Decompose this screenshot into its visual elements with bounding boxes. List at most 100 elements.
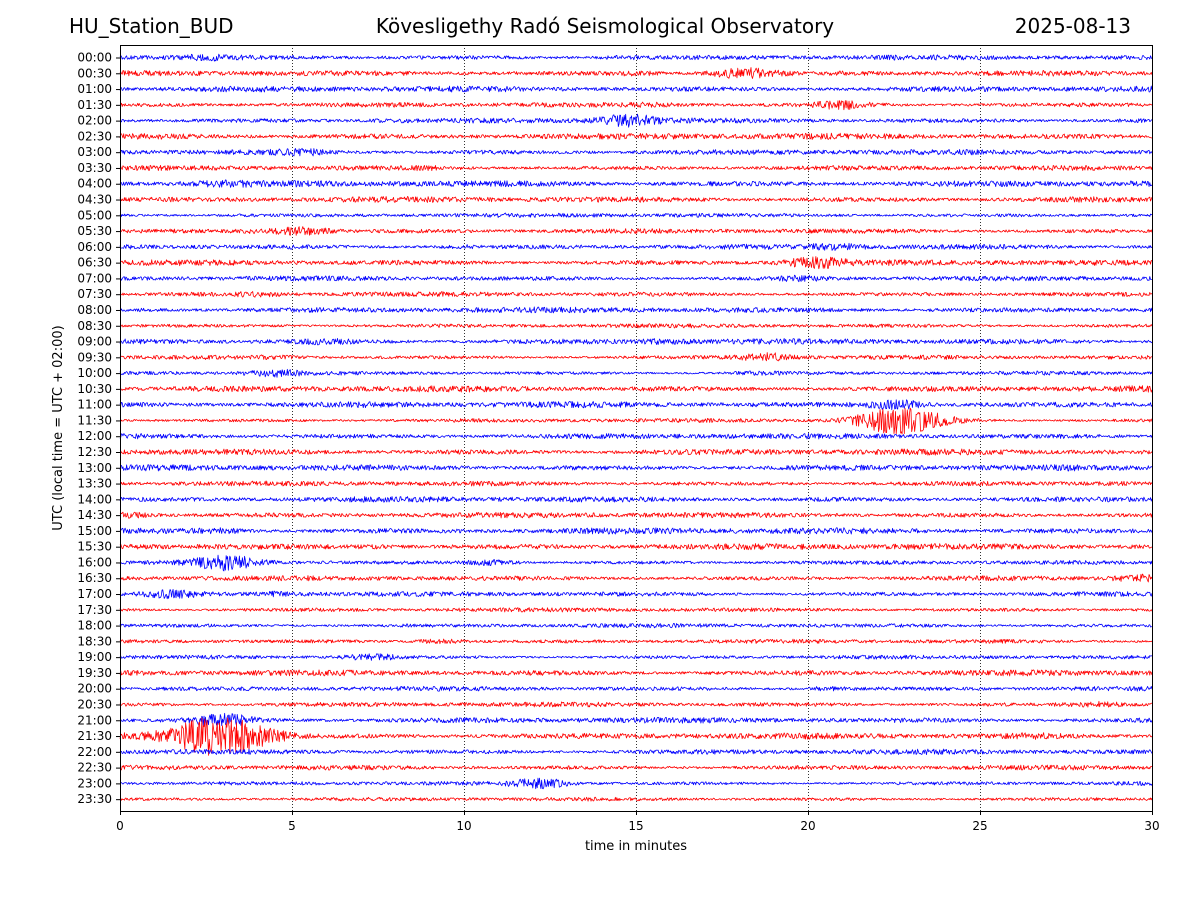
y-tick-label: 13:00 — [77, 461, 112, 475]
trace-2330 — [119, 796, 1153, 802]
trace-0530 — [119, 226, 1153, 236]
y-tick-label: 21:30 — [77, 729, 112, 743]
y-tick-label: 09:30 — [77, 350, 112, 364]
trace-0500 — [119, 212, 1153, 218]
y-tick-label: 00:00 — [77, 51, 112, 65]
y-tick-label: 04:30 — [77, 193, 112, 207]
trace-1930 — [119, 669, 1153, 677]
y-tick-label: 08:00 — [77, 303, 112, 317]
y-tick-label: 01:00 — [77, 82, 112, 96]
y-tick-label: 17:00 — [77, 587, 112, 601]
trace-0330 — [119, 164, 1153, 172]
y-tick-label: 07:00 — [77, 271, 112, 285]
y-tick-label: 03:00 — [77, 145, 112, 159]
trace-2030 — [119, 700, 1153, 708]
trace-1500 — [119, 527, 1153, 535]
x-axis-label: time in minutes — [585, 839, 687, 854]
trace-0300 — [119, 147, 1153, 157]
y-tick-label: 23:30 — [77, 792, 112, 806]
y-tick-label: 19:00 — [77, 650, 112, 664]
trace-2200 — [119, 748, 1153, 756]
trace-1100 — [119, 399, 1153, 411]
x-tick-label: 20 — [800, 819, 815, 833]
trace-0200 — [119, 113, 1153, 128]
x-tick-group: 0 5 10 15 20 25 30 — [116, 811, 1160, 833]
x-tick-label: 30 — [1144, 819, 1159, 833]
y-tick-label: 02:30 — [77, 129, 112, 143]
y-tick-label: 15:00 — [77, 524, 112, 538]
y-tick-label: 14:30 — [77, 508, 112, 522]
x-tick-label: 10 — [456, 819, 471, 833]
trace-2230 — [119, 764, 1153, 771]
y-tick-label: 08:30 — [77, 319, 112, 333]
trace-1830 — [119, 638, 1153, 645]
trace-1230 — [119, 448, 1153, 456]
station-name: HU_Station_BUD — [69, 14, 234, 38]
trace-2100 — [119, 712, 1153, 726]
trace-0000 — [119, 53, 1153, 62]
trace-1330 — [119, 480, 1153, 487]
trace-1630 — [119, 573, 1153, 583]
x-tick-label: 5 — [288, 819, 296, 833]
y-tick-label: 18:00 — [77, 619, 112, 633]
y-tick-label: 03:30 — [77, 161, 112, 175]
y-tick-label: 16:30 — [77, 571, 112, 585]
y-tick-label: 00:30 — [77, 66, 112, 80]
y-tick-label: 22:00 — [77, 745, 112, 759]
trace-0400 — [119, 179, 1153, 188]
y-axis-label: UTC (local time = UTC + 02:00) — [51, 325, 66, 530]
trace-2300 — [119, 777, 1153, 790]
trace-1730 — [119, 607, 1153, 613]
trace-0630 — [119, 256, 1153, 270]
y-tick-label: 07:30 — [77, 287, 112, 301]
trace-0230 — [119, 132, 1153, 140]
y-tick-label: 20:00 — [77, 682, 112, 696]
trace-1430 — [119, 511, 1153, 519]
trace-0100 — [119, 85, 1153, 93]
y-tick-label: 18:30 — [77, 634, 112, 648]
y-tick-label: 05:30 — [77, 224, 112, 238]
plot-date: 2025-08-13 — [1014, 14, 1131, 38]
y-tick-label: 12:30 — [77, 445, 112, 459]
trace-1800 — [119, 623, 1153, 629]
trace-0830 — [119, 323, 1153, 329]
trace-1000 — [119, 368, 1153, 378]
y-tick-label: 12:00 — [77, 429, 112, 443]
trace-0130 — [119, 100, 1153, 111]
y-tick-label: 05:00 — [77, 208, 112, 222]
y-tick-label: 10:30 — [77, 382, 112, 396]
trace-2130 — [119, 717, 1153, 756]
y-tick-label: 10:00 — [77, 366, 112, 380]
trace-0730 — [119, 291, 1153, 298]
y-tick-label: 20:30 — [77, 697, 112, 711]
y-tick-label: 15:30 — [77, 540, 112, 554]
trace-0430 — [119, 196, 1153, 203]
y-tick-label: 19:30 — [77, 666, 112, 680]
trace-0700 — [119, 274, 1153, 283]
trace-0800 — [119, 306, 1153, 314]
trace-1600 — [119, 554, 1153, 572]
y-tick-label: 06:00 — [77, 240, 112, 254]
y-tick-label: 06:30 — [77, 256, 112, 270]
y-tick-label: 13:30 — [77, 477, 112, 491]
x-tick-label: 0 — [116, 819, 124, 833]
y-tick-label: 04:00 — [77, 177, 112, 191]
y-tick-label: 14:00 — [77, 492, 112, 506]
y-tick-label: 21:00 — [77, 713, 112, 727]
trace-group — [119, 53, 1153, 802]
y-tick-label: 16:00 — [77, 555, 112, 569]
y-tick-label: 01:30 — [77, 98, 112, 112]
trace-0900 — [119, 338, 1153, 346]
trace-1130 — [119, 407, 1153, 435]
trace-1400 — [119, 496, 1153, 503]
trace-0600 — [119, 242, 1153, 251]
trace-1300 — [119, 464, 1153, 472]
trace-1900 — [119, 653, 1153, 661]
y-tick-label: 11:00 — [77, 398, 112, 412]
y-tick-label: 09:00 — [77, 335, 112, 349]
y-tick-label: 11:30 — [77, 413, 112, 427]
y-tick-label: 17:30 — [77, 603, 112, 617]
vertical-gridlines — [292, 45, 981, 811]
